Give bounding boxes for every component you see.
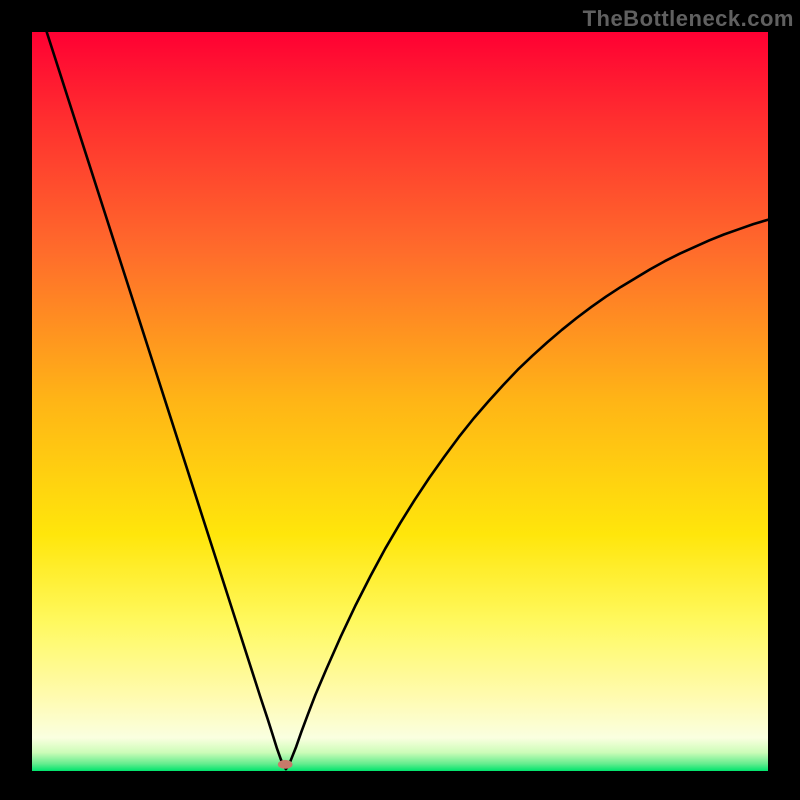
sweet-spot-marker xyxy=(278,760,293,769)
bottleneck-chart xyxy=(0,0,800,800)
plot-background xyxy=(32,32,768,771)
chart-canvas: TheBottleneck.com xyxy=(0,0,800,800)
watermark-text: TheBottleneck.com xyxy=(583,6,794,32)
